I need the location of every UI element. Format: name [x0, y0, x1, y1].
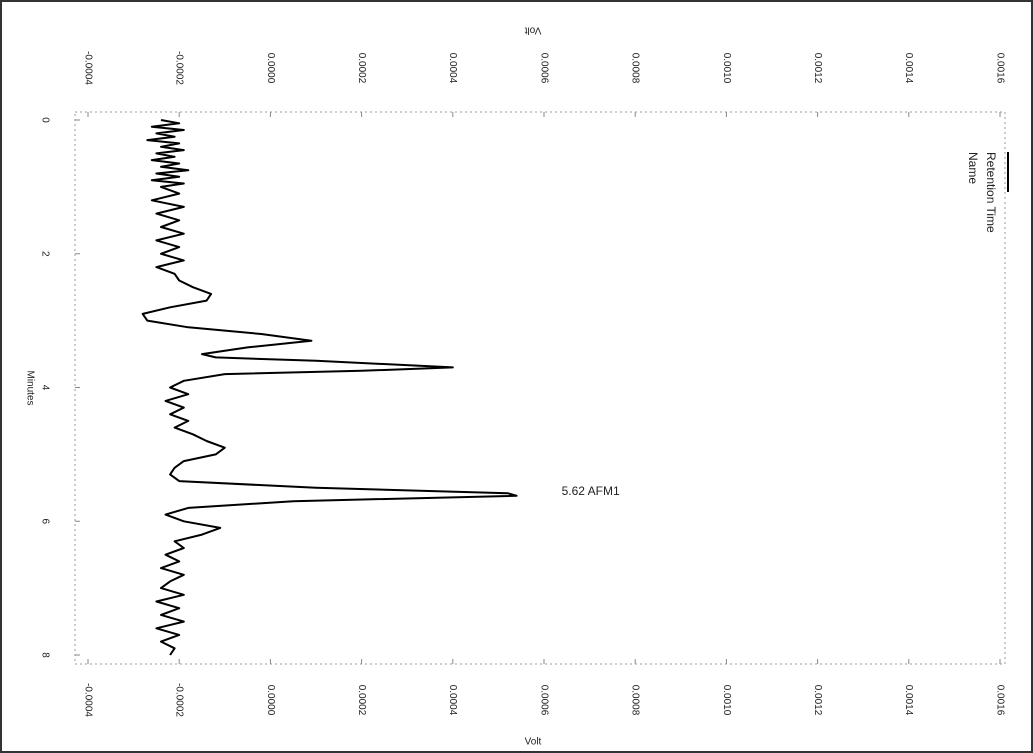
value-tick-label: 0.0010 [721, 685, 732, 716]
value-tick-label: 0.0016 [994, 53, 1005, 84]
value-tick-label: 0.0010 [721, 53, 732, 84]
legend-label: Retention Time [984, 152, 998, 233]
value-tick-label: 0.0004 [447, 53, 458, 84]
value-tick-label: 0.0002 [356, 53, 367, 84]
time-tick-label: 6 [39, 518, 50, 524]
top-axis-title: Volt [524, 24, 541, 35]
time-tick-label: 4 [39, 385, 50, 391]
value-tick-label: 0.0006 [538, 53, 549, 84]
time-axis-title: Minutes [24, 370, 35, 405]
value-tick-label: 0.0006 [538, 685, 549, 716]
value-tick-label: -0.0004 [82, 683, 93, 717]
time-tick-label: 0 [39, 117, 50, 123]
value-tick-label: 0.0014 [903, 685, 914, 716]
bottom-axis-title: Volt [525, 737, 542, 748]
time-tick-label: 8 [39, 652, 50, 658]
time-tick-label: 2 [39, 251, 50, 257]
value-tick-label: 0.0012 [812, 685, 823, 716]
value-tick-label: 0.0012 [812, 53, 823, 84]
legend-label: Name [966, 152, 980, 184]
value-tick-label: 0.0014 [903, 53, 914, 84]
value-tick-label: 0.0000 [265, 53, 276, 84]
value-tick-label: 0.0016 [994, 685, 1005, 716]
value-tick-label: -0.0004 [82, 51, 93, 85]
value-tick-label: 0.0008 [630, 685, 641, 716]
value-tick-label: -0.0002 [174, 683, 185, 717]
value-tick-label: 0.0000 [265, 685, 276, 716]
value-tick-label: 0.0002 [356, 685, 367, 716]
value-tick-label: 0.0008 [630, 53, 641, 84]
value-tick-label: -0.0002 [174, 51, 185, 85]
chromatogram-line [141, 119, 518, 656]
peak-annotation: 5.62 AFM1 [562, 484, 620, 498]
value-tick-label: 0.0004 [447, 685, 458, 716]
plot-frame [74, 111, 1006, 665]
